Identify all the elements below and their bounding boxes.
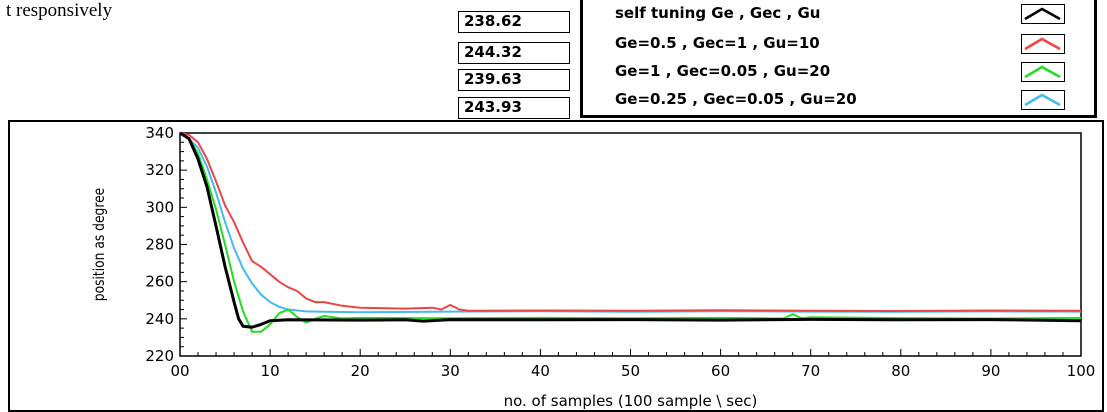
- legend-item-ge-0.25: Ge=0.25 , Gec=0.05 , Gu=20: [583, 88, 1094, 116]
- legend-label: Ge=1 , Gec=0.05 , Gu=20: [615, 62, 831, 80]
- x-tick-label: 10: [261, 362, 280, 380]
- x-tick-label: 00: [170, 362, 189, 380]
- x-tick-label: 50: [621, 362, 640, 380]
- readout-box-2: 244.32: [458, 42, 570, 64]
- legend-item-ge-1: Ge=1 , Gec=0.05 , Gu=20: [583, 60, 1094, 88]
- series-line-2: [179, 132, 1082, 312]
- top-text: t responsively: [6, 0, 113, 21]
- y-tick-label: 240: [145, 310, 174, 328]
- y-tick-label: 280: [145, 236, 174, 254]
- y-tick-label: 320: [145, 161, 174, 179]
- legend-item-self-tuning: self tuning Ge , Gec , Gu: [583, 2, 1094, 30]
- y-tick-label: 300: [145, 198, 174, 216]
- series-line-1: [179, 131, 1082, 329]
- legend-label: Ge=0.25 , Gec=0.05 , Gu=20: [615, 90, 857, 108]
- plot-area: [179, 132, 1082, 357]
- readout-box-4: 243.93: [458, 97, 570, 119]
- legend-swatch-blue: [1021, 90, 1065, 110]
- position-chart: 00 10 20 30 40 50 60 70 80 90 100 220 240 260 280 300 32…: [91, 124, 1096, 410]
- x-tick-label: 60: [711, 362, 730, 380]
- legend-swatch-green: [1021, 62, 1065, 82]
- x-tick-label: 30: [441, 362, 460, 380]
- x-tick-label: 40: [531, 362, 550, 380]
- readout-box-1: 238.62: [458, 11, 570, 33]
- y-tick-label: 260: [145, 273, 174, 291]
- y-axis-label: position as degree: [91, 188, 108, 301]
- y-tick-label: 340: [145, 124, 174, 142]
- x-tick-label: 70: [801, 362, 820, 380]
- legend-swatch-black: [1021, 4, 1065, 24]
- readout-box-3: 239.63: [458, 69, 570, 91]
- legend-label: self tuning Ge , Gec , Gu: [615, 4, 821, 22]
- y-tick-label: 220: [145, 347, 174, 365]
- legend-label: Ge=0.5 , Gec=1 , Gu=10: [615, 34, 820, 52]
- x-tick-label: 80: [891, 362, 910, 380]
- x-tick-label: 90: [981, 362, 1000, 380]
- x-tick-label: 20: [351, 362, 370, 380]
- x-tick-label: 100: [1067, 362, 1096, 380]
- legend-swatch-red: [1021, 34, 1065, 54]
- legend: self tuning Ge , Gec , Gu Ge=0.5 , Gec=1…: [580, 0, 1097, 118]
- x-axis-label: no. of samples (100 sample \ sec): [504, 392, 758, 410]
- legend-item-ge-0.5: Ge=0.5 , Gec=1 , Gu=10: [583, 32, 1094, 60]
